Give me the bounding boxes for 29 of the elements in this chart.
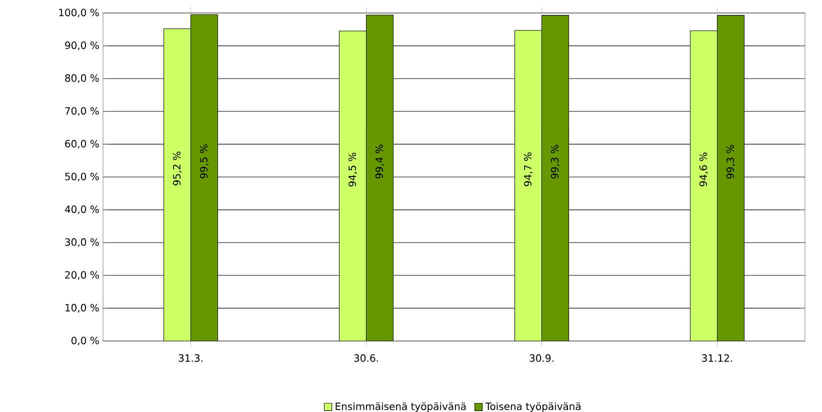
bar [514,30,542,341]
bar [338,30,367,341]
x-tick-label: 31.3. [178,354,202,362]
y-tick-label: 90,0 % [65,42,99,50]
y-tick-label: 70,0 % [65,107,99,116]
y-tick-label: 60,0 % [65,140,99,148]
bar [690,30,718,341]
x-tick-label: 30.9. [530,354,554,362]
x-tick-label: 30.6. [354,354,378,362]
y-tick-label: 40,0 % [64,206,99,214]
bar [163,28,192,341]
y-tick-label: 20,0 % [65,271,99,280]
data-label: 99,3 % [726,144,736,179]
y-tick-label: 30,0 % [65,238,99,247]
x-tick-label: 31.12. [702,354,732,362]
data-label: 94,6 % [699,152,708,186]
data-label: 99,5 % [200,144,209,178]
data-label: 99,3 % [550,144,560,179]
data-label: 99,4 % [375,144,384,178]
data-label: 94,7 % [524,152,533,186]
y-tick-label: 0,0 % [71,336,99,346]
legend-label: Toisena työpäivänä [485,402,580,412]
legend-label: Ensimmäisenä työpäivänä [336,402,466,412]
data-label: 94,5 % [348,152,358,186]
y-tick-label: 10,0 % [66,304,99,312]
y-tick-label: 100,0 % [59,8,99,18]
y-tick-label: 50,0 % [65,172,99,182]
y-tick-label: 80,0 % [65,74,99,83]
data-label: 95,2 % [172,152,182,186]
